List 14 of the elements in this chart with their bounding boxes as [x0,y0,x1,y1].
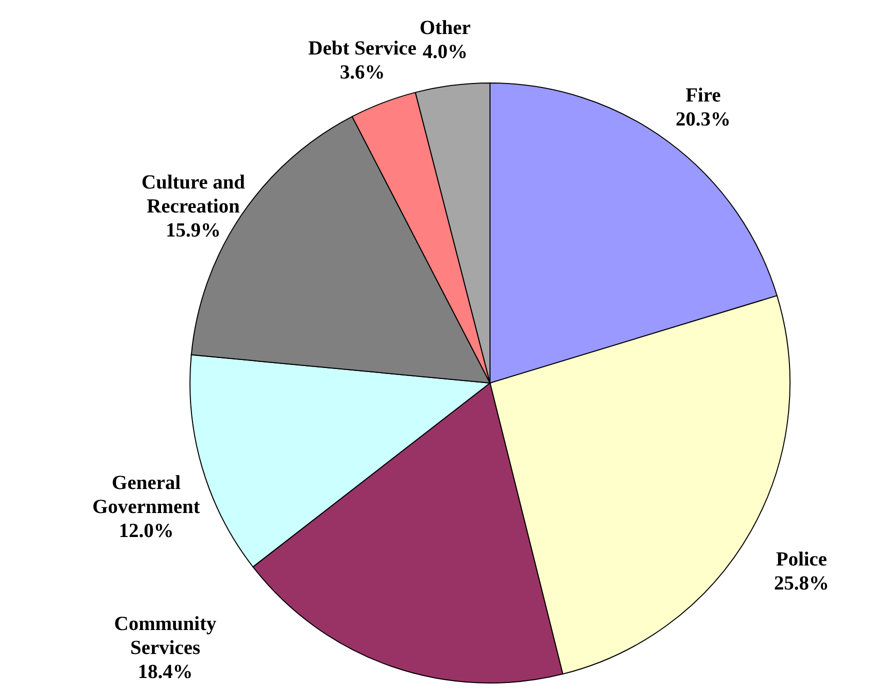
data-label: 18.4% [138,661,193,683]
slice-label: General Government [92,472,200,518]
data-label: 3.6% [340,62,385,84]
data-label: 20.3% [676,108,731,130]
data-label: 12.0% [118,520,174,542]
slice-label: Police [776,548,828,570]
slice-label: Other [420,17,471,39]
data-label: 4.0% [422,41,468,63]
slice-label: Culture and Recreation [142,172,246,218]
data-label: 25.8% [774,572,830,594]
slice-label: Fire [686,84,721,106]
slice-label: Community Services [114,613,216,659]
slice-label: Debt Service [308,38,417,60]
data-label: 15.9% [166,220,221,242]
